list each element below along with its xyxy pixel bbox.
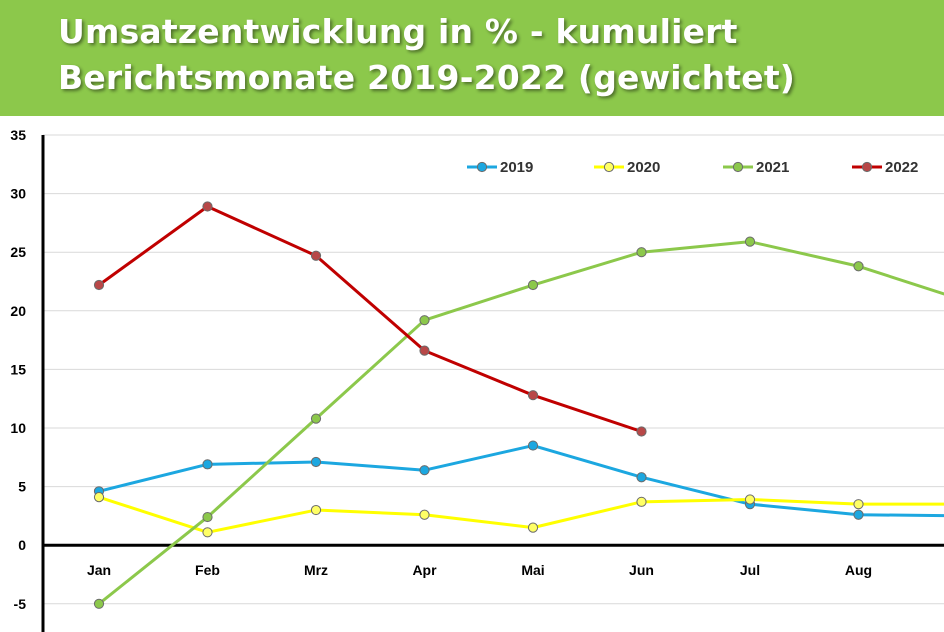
data-point-2021 <box>310 413 322 424</box>
legend-item-2022: 2022 <box>852 159 918 176</box>
x-tick-label: Mrz <box>304 562 328 578</box>
x-tick-label: Apr <box>412 562 437 578</box>
x-tick-label: Jul <box>740 562 760 578</box>
legend-swatch-marker <box>476 161 488 173</box>
data-point-2022 <box>419 345 430 356</box>
series-group <box>93 201 944 609</box>
x-tick-label: Aug <box>845 562 872 578</box>
legend: 2019 2020 2021 2022 <box>467 159 918 176</box>
data-point-2021 <box>527 279 539 291</box>
gridlines <box>43 134 944 605</box>
data-point-2022 <box>202 201 213 212</box>
series-2021 <box>93 236 944 609</box>
line-chart: -5 0 5 10 15 20 25 30 35 Jan Feb Mrz Apr Mai Jun Jul Au… <box>10 127 944 632</box>
legend-swatch-marker <box>861 161 873 173</box>
data-point-2019 <box>202 459 213 470</box>
legend-item-2021: 2021 <box>723 159 789 176</box>
series-2020 <box>93 492 944 538</box>
data-point-2020 <box>419 509 430 520</box>
data-point-2020 <box>93 492 105 503</box>
data-point-2021 <box>93 598 105 609</box>
y-tick-label: 15 <box>10 361 26 377</box>
data-point-2019 <box>419 465 430 476</box>
x-tick-label: Jun <box>629 562 654 578</box>
data-point-2020 <box>636 496 647 507</box>
data-point-2020 <box>202 527 213 538</box>
legend-label: 2021 <box>756 159 789 176</box>
data-point-2019 <box>636 472 647 483</box>
data-point-2020 <box>853 499 864 510</box>
y-tick-label: 10 <box>10 420 26 436</box>
legend-swatch-marker <box>732 161 744 173</box>
data-point-2021 <box>853 261 864 272</box>
x-tick-label: Mai <box>521 562 544 578</box>
series-line-2021 <box>97 240 944 606</box>
chart-title-line-2: Berichtsmonate 2019-2022 (gewichtet) <box>58 58 796 97</box>
axes <box>41 135 944 632</box>
series-line-2019 <box>97 444 944 518</box>
data-point-2019 <box>853 509 864 520</box>
legend-label: 2019 <box>500 159 533 176</box>
data-point-2022 <box>636 426 647 437</box>
x-tick-label: Jan <box>87 562 111 578</box>
y-tick-label: 5 <box>18 479 26 495</box>
data-point-2022 <box>527 390 539 401</box>
y-tick-label: -5 <box>14 596 27 612</box>
series-2022 <box>93 201 647 437</box>
series-line-2022 <box>97 204 643 434</box>
data-point-2021 <box>202 511 213 523</box>
legend-label: 2022 <box>885 159 918 176</box>
data-point-2021 <box>636 247 647 258</box>
series-2019 <box>93 440 944 520</box>
title-banner: Umsatzentwicklung in % - kumuliert Beric… <box>0 0 944 116</box>
chart-title-line-1: Umsatzentwicklung in % - kumuliert <box>58 12 738 51</box>
legend-swatch-marker <box>603 161 615 173</box>
y-tick-label: 0 <box>18 537 26 553</box>
y-tick-label: 35 <box>10 127 26 143</box>
y-tick-label: 20 <box>10 303 26 319</box>
legend-label: 2020 <box>627 159 660 176</box>
y-tick-label: 30 <box>10 186 26 202</box>
legend-item-2019: 2019 <box>467 159 533 176</box>
data-point-2021 <box>419 315 430 326</box>
data-point-2022 <box>310 250 322 261</box>
data-point-2020 <box>744 494 756 505</box>
data-point-2019 <box>310 456 322 468</box>
y-axis-ticks: -5 0 5 10 15 20 25 30 35 <box>10 127 26 612</box>
x-tick-label: Feb <box>195 562 220 578</box>
legend-item-2020: 2020 <box>594 159 660 176</box>
y-tick-label: 25 <box>10 244 26 260</box>
data-point-2020 <box>310 504 322 516</box>
data-point-2022 <box>93 279 105 291</box>
data-point-2019 <box>527 440 539 451</box>
data-point-2020 <box>527 522 539 533</box>
data-point-2021 <box>744 236 756 247</box>
x-axis-ticks: JanFebMrzAprMaiJunJulAugSep <box>87 562 872 578</box>
